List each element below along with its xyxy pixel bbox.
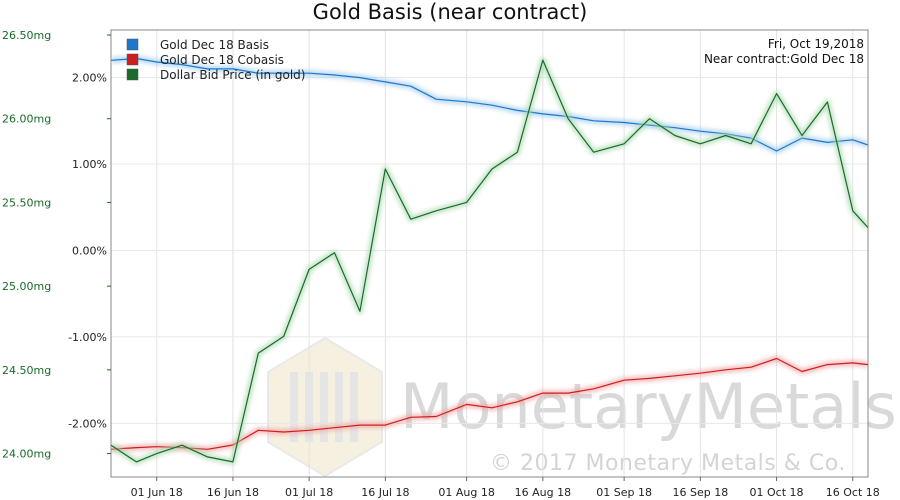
left-tick-label: 24.00mg — [2, 448, 51, 461]
right-tick-label: 0.00% — [72, 244, 107, 257]
legend-label-cobasis: Gold Dec 18 Cobasis — [160, 53, 284, 67]
right-tick-label: -2.00% — [68, 417, 107, 430]
series-layer — [111, 55, 868, 465]
legend-swatch-basis — [126, 38, 139, 51]
info-box: Fri, Oct 19,2018 Near contract:Gold Dec … — [704, 37, 864, 66]
legend-label-basis: Gold Dec 18 Basis — [160, 38, 269, 52]
watermark-logo — [267, 336, 383, 478]
x-tick-label: 01 Oct 18 — [750, 486, 804, 499]
watermark-copyright: © 2017 Monetary Metals & Co. — [490, 451, 846, 476]
x-tick-label: 16 Jun 18 — [207, 486, 259, 499]
x-tick-label: 16 Jul 18 — [361, 486, 409, 499]
series-line-gold-dec-18-cobasis — [111, 357, 868, 450]
x-tick-label: 16 Sep 18 — [672, 486, 728, 499]
right-tick-label: -1.00% — [68, 331, 107, 344]
x-tick-label: 01 Aug 18 — [438, 486, 494, 499]
x-tick-label: 01 Jul 18 — [285, 486, 333, 499]
left-axis: 26.50mg 26.00mg 25.50mg 25.00mg 24.50mg 24.00… — [2, 29, 111, 461]
watermark: MonetaryMetals © 2017 Monetary Metals & … — [267, 336, 897, 478]
legend-swatch-cobasis — [126, 53, 139, 66]
right-tick-label: 2.00% — [72, 72, 107, 85]
legend-swatch-dollar — [126, 68, 139, 81]
legend-label-dollar: Dollar Bid Price (in gold) — [160, 68, 305, 82]
x-axis: 01 Jun 18 16 Jun 18 01 Jul 18 16 Jul 18 01 A… — [131, 477, 880, 499]
left-tick-label: 25.00mg — [2, 280, 51, 293]
plot-frame — [110, 29, 869, 478]
series-line-dollar-bid-price-in-gold — [111, 59, 868, 463]
legend: Gold Dec 18 Basis Gold Dec 18 Cobasis Do… — [126, 38, 305, 82]
left-tick-label: 26.50mg — [2, 29, 51, 42]
x-tick-label: 01 Sep 18 — [596, 486, 652, 499]
left-tick-label: 26.00mg — [2, 113, 51, 126]
x-tick-label: 01 Jun 18 — [131, 486, 183, 499]
right-axis: 2.00% 1.00% 0.00% -1.00% -2.00% — [68, 72, 107, 431]
grid — [111, 30, 868, 477]
x-tick-label: 16 Aug 18 — [515, 486, 571, 499]
info-date: Fri, Oct 19,2018 — [768, 37, 864, 51]
chart-title: Gold Basis (near contract) — [313, 0, 588, 24]
right-tick-label: 1.00% — [72, 158, 107, 171]
x-tick-label: 16 Oct 18 — [826, 486, 880, 499]
left-tick-label: 24.50mg — [2, 364, 51, 377]
info-contract: Near contract:Gold Dec 18 — [704, 52, 864, 66]
left-tick-label: 25.50mg — [2, 196, 51, 209]
